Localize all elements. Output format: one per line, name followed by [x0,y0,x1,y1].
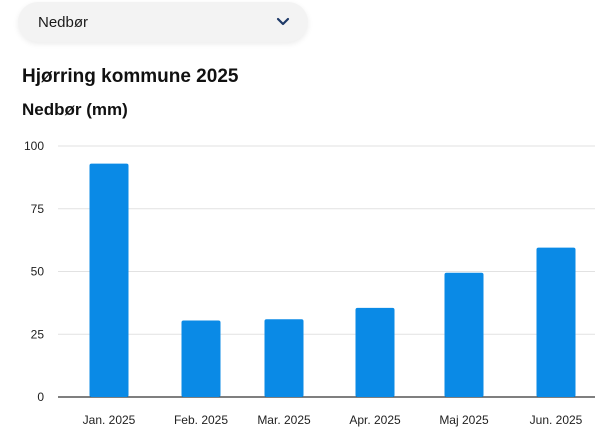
bars [89,163,576,397]
bar[interactable] [89,163,129,397]
y-tick-labels: 0 25 50 75 100 [24,139,44,404]
x-tick-label: Feb. 2025 [174,413,228,427]
y-tick-label: 50 [31,265,45,279]
y-tick-label: 0 [37,390,44,404]
x-tick-label: Mar. 2025 [257,413,311,427]
chart-title: Hjørring kommune 2025 [22,66,239,87]
bar-chart: 0 25 50 75 100 Jan. 2025 Feb. 2025 Mar. 2025 Ap… [24,139,595,427]
bar[interactable] [355,307,395,397]
dropdown-selected-value: Nedbør [38,13,89,31]
bar[interactable] [264,319,304,397]
y-tick-label: 100 [24,139,44,153]
x-tick-labels: Jan. 2025 Feb. 2025 Mar. 2025 Apr. 2025 Maj … [83,413,583,427]
x-tick-label: Apr. 2025 [349,413,401,427]
chevron-down-icon[interactable] [276,15,290,29]
y-tick-label: 25 [31,327,45,341]
bar[interactable] [181,320,221,397]
bar[interactable] [444,272,484,397]
gridlines [58,145,595,398]
x-tick-label: Jun. 2025 [530,413,583,427]
y-tick-label: 75 [31,202,45,216]
measure-dropdown[interactable]: Nedbør [18,2,308,42]
bar[interactable] [536,247,576,397]
x-tick-label: Jan. 2025 [83,413,136,427]
chart-y-axis-label: Nedbør (mm) [22,100,128,119]
x-tick-label: Maj 2025 [439,413,489,427]
